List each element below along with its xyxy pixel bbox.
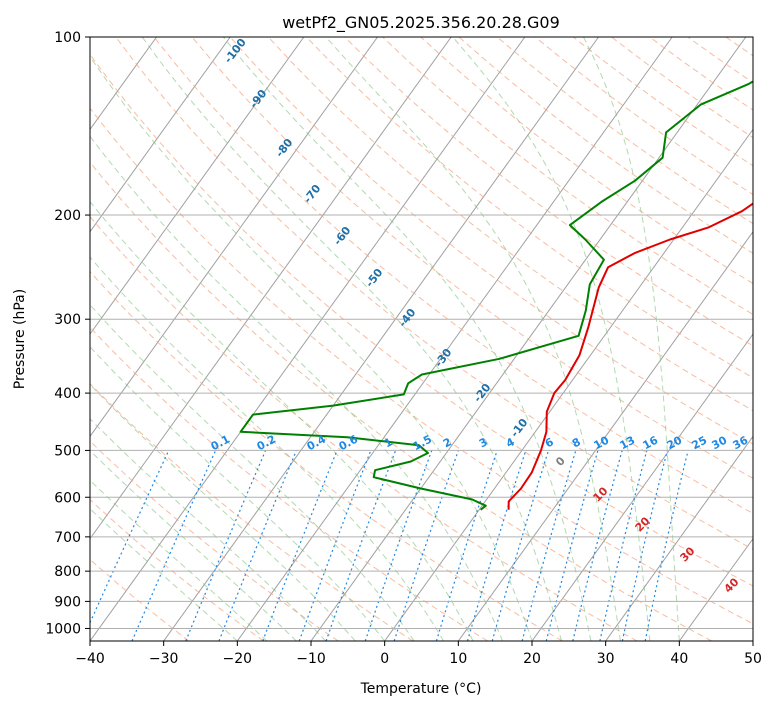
x-tick-label: −30 xyxy=(149,651,179,667)
x-axis-label: Temperature (°C) xyxy=(360,681,482,697)
x-tick-label: 20 xyxy=(523,651,541,667)
y-tick-label: 300 xyxy=(54,312,81,328)
x-tick-label: −10 xyxy=(296,651,326,667)
x-tick-label: 0 xyxy=(380,651,389,667)
y-axis-label: Pressure (hPa) xyxy=(12,289,28,389)
y-tick-label: 900 xyxy=(54,594,81,610)
y-tick-label: 1000 xyxy=(45,621,81,637)
x-tick-label: 10 xyxy=(449,651,467,667)
x-tick-label: −20 xyxy=(223,651,253,667)
y-tick-label: 100 xyxy=(54,30,81,46)
x-tick-label: 40 xyxy=(670,651,688,667)
y-tick-label: 800 xyxy=(54,564,81,580)
x-tick-label: 30 xyxy=(597,651,615,667)
y-tick-label: 600 xyxy=(54,490,81,506)
x-tick-label: 50 xyxy=(744,651,762,667)
y-tick-label: 700 xyxy=(54,530,81,546)
y-tick-label: 400 xyxy=(54,386,81,402)
x-tick-label: −40 xyxy=(75,651,105,667)
chart-title: wetPf2_GN05.2025.356.20.28.G09 xyxy=(282,13,560,33)
y-tick-label: 200 xyxy=(54,208,81,224)
y-tick-label: 500 xyxy=(54,443,81,459)
